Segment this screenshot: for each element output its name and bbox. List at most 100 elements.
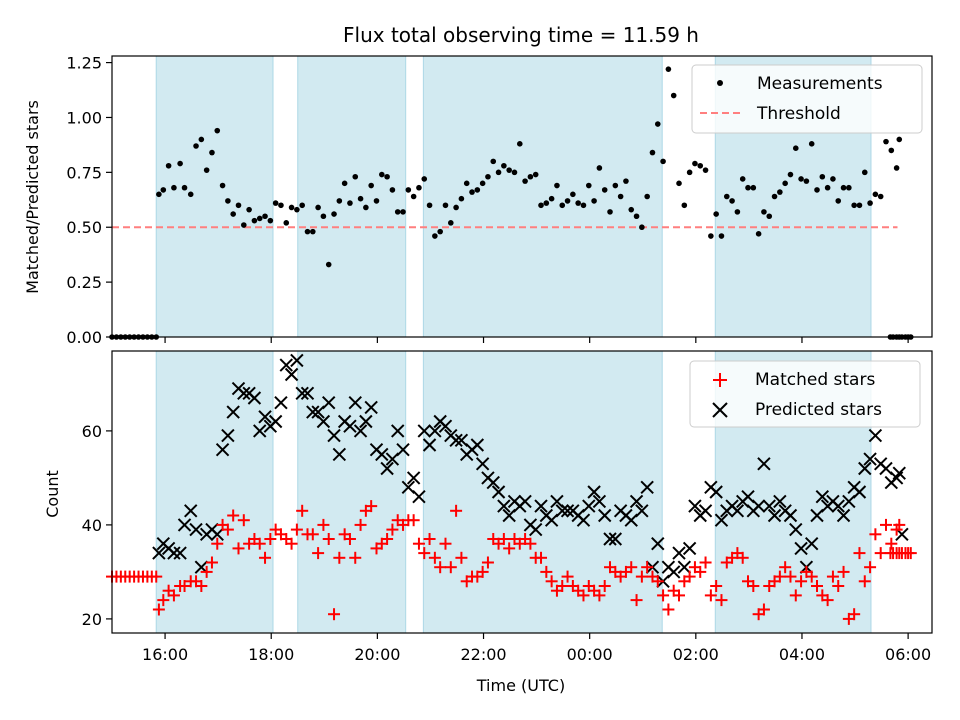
measurement-point	[198, 136, 205, 143]
matched-star-point	[407, 514, 420, 527]
measurement-point	[501, 162, 507, 169]
predicted-star-point	[762, 499, 776, 513]
predicted-star-point	[879, 461, 893, 476]
measurement-point	[325, 261, 332, 268]
measurement-point	[363, 204, 369, 211]
matched-star-point	[853, 547, 866, 560]
measurement-point	[235, 202, 242, 209]
predicted-star-point	[353, 424, 368, 438]
matched-star-point	[152, 603, 165, 616]
measurement-point	[352, 173, 359, 180]
x-tick-label: 06:00	[885, 645, 931, 664]
predicted-star-point	[247, 391, 262, 405]
top-y-ticks: 0.00 0.25 0.50 0.75 1.00 1.25	[66, 54, 112, 347]
measurement-point	[219, 182, 226, 189]
measurement-point	[851, 202, 857, 209]
measurement-point	[331, 211, 337, 217]
observing-interval	[155, 55, 274, 338]
measurement-point	[251, 217, 258, 224]
predicted-star-point	[587, 485, 601, 499]
predicted-star-point	[624, 513, 638, 527]
predicted-star-point	[279, 358, 293, 372]
measurement-point	[723, 193, 730, 200]
matched-star-point	[365, 500, 378, 513]
measurement-point	[532, 171, 539, 178]
matched-star-point	[434, 561, 447, 574]
measurement-point	[575, 200, 581, 206]
measurement-point	[835, 198, 842, 204]
predicted-star-point	[810, 508, 824, 523]
predicted-star-point	[401, 480, 416, 495]
y-tick-label: 0.75	[66, 163, 102, 182]
predicted-star-point	[210, 527, 224, 542]
y-tick-label: 20	[82, 610, 102, 629]
measurement-point	[877, 193, 884, 200]
predicted-star-point	[300, 386, 315, 401]
matched-star-point	[789, 589, 802, 602]
y-tick-label: 0.50	[66, 218, 102, 237]
measurement-point	[872, 191, 879, 198]
matched-star-point	[333, 551, 346, 564]
predicted-stars-series	[152, 353, 909, 589]
x-tick-label: 02:00	[673, 645, 719, 664]
measurement-point	[591, 198, 597, 204]
predicted-star-point	[385, 452, 400, 466]
matched-stars-series	[106, 500, 917, 625]
matched-star-point	[312, 547, 325, 560]
measurement-point	[814, 187, 820, 193]
measurement-point	[792, 145, 799, 152]
matched-star-point	[343, 533, 356, 545]
matched-star-point	[497, 533, 510, 545]
measurement-point	[357, 195, 364, 202]
predicted-star-point	[184, 504, 198, 518]
measurement-point	[294, 206, 300, 213]
top-legend: Measurements Threshold	[691, 64, 923, 134]
measurement-point	[585, 182, 592, 189]
measurement-point	[861, 169, 868, 176]
predicted-star-point	[412, 489, 426, 504]
predicted-star-point	[343, 419, 357, 433]
matched-star-point	[450, 504, 463, 517]
measurement-point	[840, 184, 847, 191]
measurement-point	[745, 184, 751, 191]
measurement-point	[432, 233, 438, 239]
measurement-point	[628, 206, 635, 213]
measurement-point	[241, 222, 247, 228]
predicted-star-point	[449, 433, 463, 448]
measurement-point	[633, 213, 640, 220]
predicted-star-point	[327, 428, 341, 443]
matched-star-point	[577, 589, 590, 602]
predicted-star-point	[375, 447, 389, 462]
measurement-point	[649, 149, 656, 156]
matched-star-point	[598, 580, 611, 592]
measurement-point	[739, 176, 746, 182]
measurement-point	[267, 217, 274, 224]
measurement-point	[426, 202, 433, 209]
matched-star-point	[195, 580, 208, 592]
matched-star-point	[481, 556, 494, 569]
predicted-star-point	[868, 428, 883, 443]
measurement-point	[458, 195, 465, 202]
predicted-star-point	[316, 414, 331, 429]
top-plot-panel: Flux total observing time = 11.59 h 0.00…	[23, 23, 933, 347]
matched-star-point	[784, 570, 797, 583]
predicted-star-point	[783, 508, 798, 523]
predicted-star-point	[226, 405, 240, 419]
matched-star-point	[710, 580, 723, 592]
predicted-star-point	[470, 438, 485, 452]
matched-star-point	[253, 537, 266, 550]
bottom-y-ticks: 20 40 60	[82, 422, 112, 629]
measurement-point	[819, 173, 826, 180]
measurement-point	[341, 180, 348, 187]
predicted-star-point	[852, 485, 867, 499]
legend-measurements-label: Measurements	[757, 74, 883, 94]
predicted-star-point	[603, 532, 617, 546]
matched-star-point	[848, 608, 861, 621]
predicted-star-point	[502, 508, 516, 523]
predicted-star-point	[274, 395, 288, 410]
predicted-star-point	[555, 504, 569, 518]
measurement-point	[389, 187, 396, 193]
predicted-star-point	[253, 424, 267, 438]
measurement-point	[766, 213, 773, 220]
